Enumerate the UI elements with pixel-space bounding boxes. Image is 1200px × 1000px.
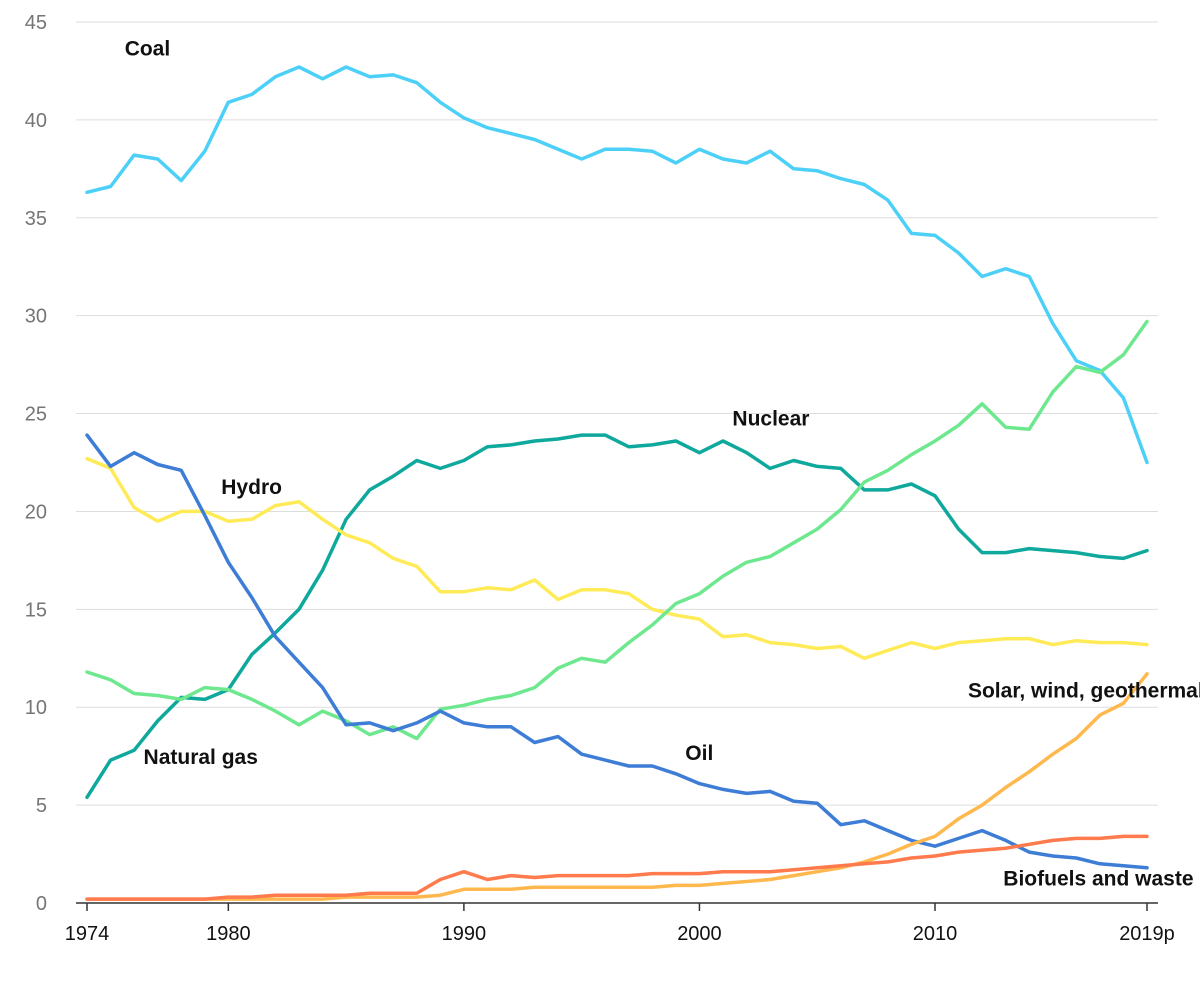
series-lines	[85, 65, 1149, 901]
series-label-coal: Coal	[125, 37, 171, 60]
y-tick-label: 40	[25, 110, 47, 132]
series-line-hydro	[85, 456, 1149, 661]
series-line-coal	[85, 65, 1149, 465]
series-labels: Coal Nuclear Hydro Natural gas Oil Solar, win…	[125, 37, 1200, 890]
series-line-solar-wind-geothermal-etc	[85, 672, 1149, 901]
series-line-natural-gas	[85, 319, 1149, 741]
x-tick-label: 2019p	[1119, 923, 1175, 945]
y-tick-label: 5	[36, 795, 47, 817]
series-line-nuclear	[85, 433, 1149, 800]
x-tick-label: 1990	[442, 923, 487, 945]
series-label-nuclear: Nuclear	[732, 407, 809, 430]
y-tick-label: 15	[25, 599, 47, 621]
x-tick-label: 2010	[913, 923, 958, 945]
series-label-hydro: Hydro	[221, 476, 282, 499]
series-label-solar-wind-geothermal-etc: Solar, wind, geothermal, etc.	[968, 679, 1200, 702]
y-tick-label: 10	[25, 697, 47, 719]
series-label-natural-gas: Natural gas	[144, 746, 258, 769]
y-axis-ticks: 0 5 10 15 20 25 30 35 40 45	[25, 12, 47, 915]
y-tick-label: 30	[25, 306, 47, 328]
y-tick-label: 45	[25, 12, 47, 34]
x-tick-label: 2000	[677, 923, 722, 945]
series-line-biofuels-and-waste	[85, 834, 1149, 901]
y-tick-label: 25	[25, 404, 47, 426]
y-tick-label: 20	[25, 501, 47, 523]
y-tick-label: 35	[25, 208, 47, 230]
series-label-biofuels-and-waste: Biofuels and waste	[1003, 867, 1193, 890]
series-line-oil	[85, 433, 1149, 870]
x-axis-ticks: 1974 1980 1990 2000 2010 2019p	[65, 903, 1175, 945]
x-tick-label: 1974	[65, 923, 110, 945]
x-tick-label: 1980	[206, 923, 251, 945]
series-label-oil: Oil	[685, 742, 713, 765]
gridlines	[76, 21, 1158, 904]
y-tick-label: 0	[36, 893, 47, 915]
